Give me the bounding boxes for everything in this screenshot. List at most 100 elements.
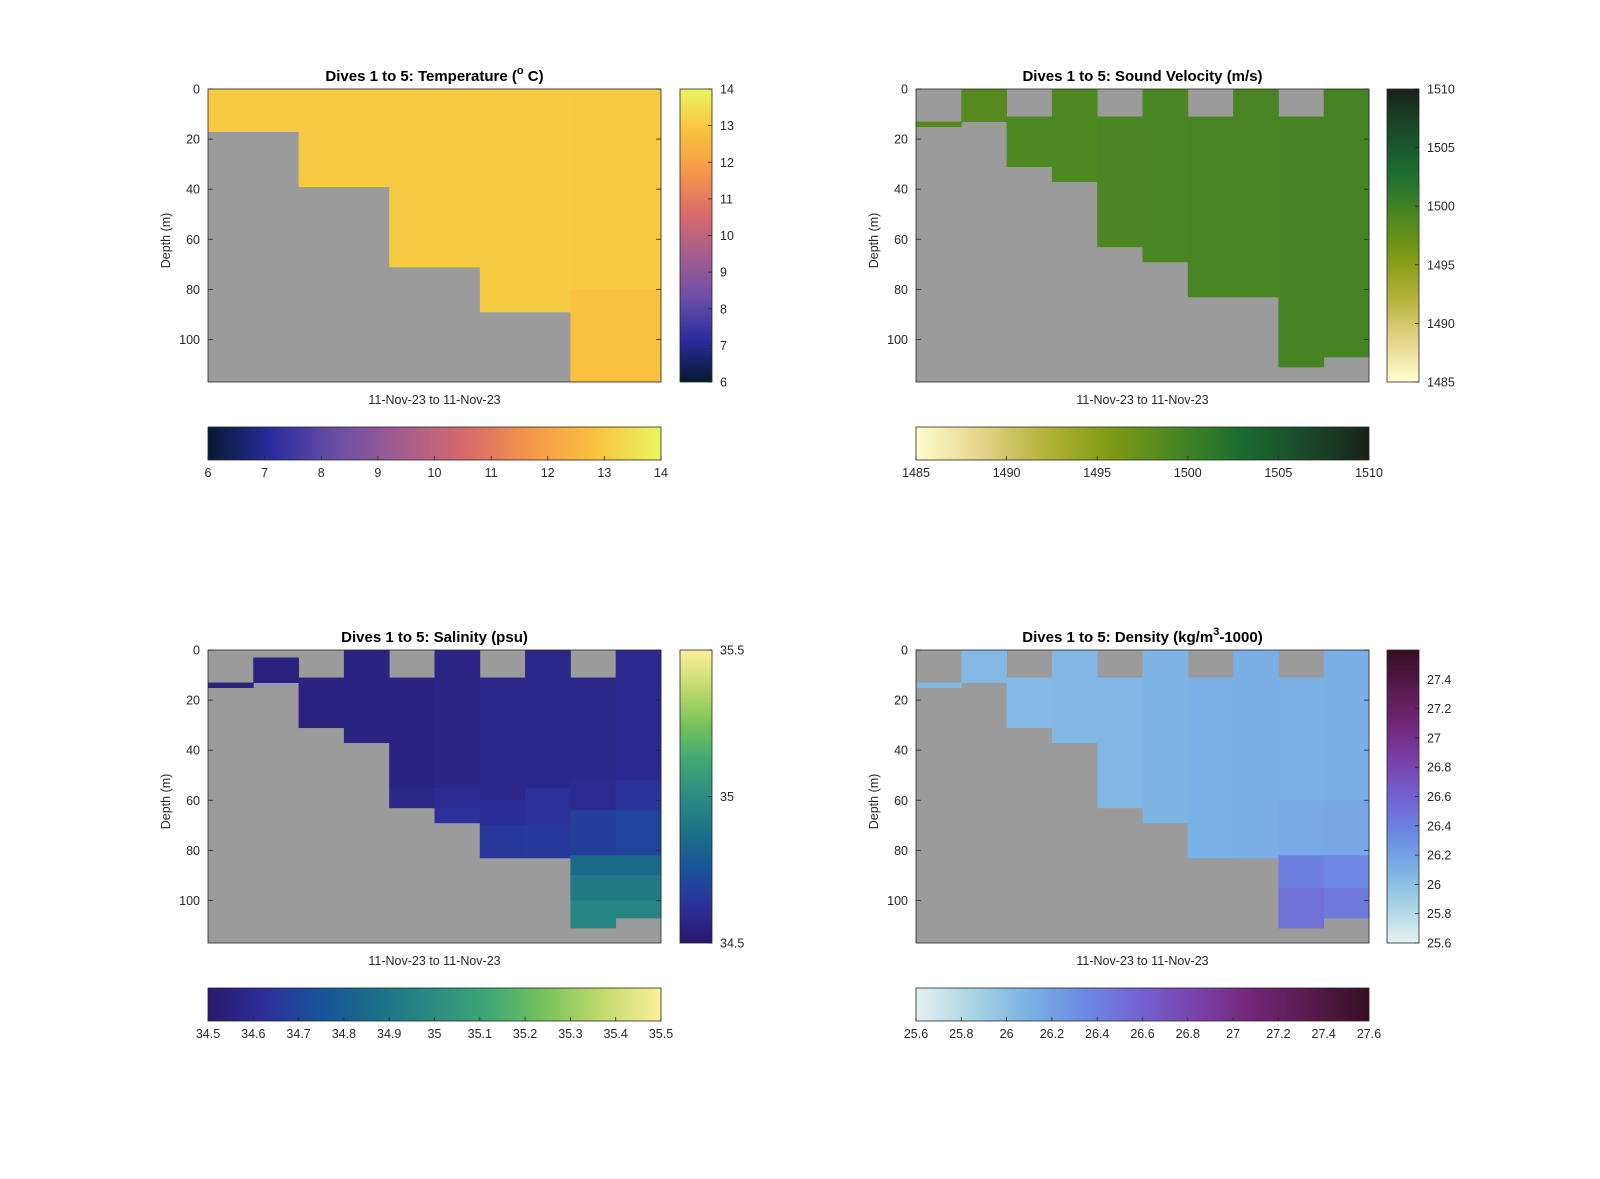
y-tick-label: 0	[193, 83, 200, 97]
heatmap-cell	[434, 650, 481, 789]
horizontal-colorbar	[207, 987, 662, 1022]
horizontal-colorbar	[207, 426, 662, 461]
chart-title-text: Dives 1 to 5: Salinity (psu)	[341, 629, 528, 646]
heatmap-cell	[961, 650, 1007, 683]
y-tick-label: 20	[894, 133, 908, 147]
vertical-colorbar-tick-label: 25.6	[1427, 937, 1451, 951]
horizontal-colorbar	[915, 426, 1370, 461]
vertical-colorbar	[679, 649, 713, 944]
heatmap-cell	[570, 810, 617, 856]
horizontal-colorbar-tick-label: 1510	[1355, 466, 1383, 480]
horizontal-colorbar-tick-label: 11	[485, 466, 498, 480]
y-axis-label: Depth (m)	[867, 213, 881, 269]
horizontal-colorbar-tick-label: 26.8	[1176, 1027, 1200, 1041]
vertical-colorbar-tick-label: 14	[720, 83, 734, 97]
chart-title: Dives 1 to 5: Temperature (o C)	[325, 65, 543, 85]
horizontal-colorbar-tick-label: 34.5	[196, 1027, 220, 1041]
vertical-colorbar-tick-label: 35	[720, 790, 734, 804]
horizontal-colorbar-tick-label: 26.4	[1085, 1027, 1109, 1041]
horizontal-colorbar-tick-label: 1500	[1174, 466, 1202, 480]
horizontal-colorbar-tick-label: 27.6	[1357, 1027, 1381, 1041]
heatmap-cell	[1278, 677, 1325, 801]
heatmap-cell	[389, 677, 435, 789]
chart-title: Dives 1 to 5: Sound Velocity (m/s)	[1022, 68, 1262, 85]
heatmap-cell	[525, 650, 571, 789]
chart-title: Dives 1 to 5: Density (kg/m3-1000)	[1022, 626, 1262, 646]
vertical-colorbar-tick-label: 26.2	[1427, 849, 1451, 863]
y-tick-label: 60	[186, 794, 200, 808]
horizontal-colorbar-tick-label: 1505	[1264, 466, 1292, 480]
heatmap-cell	[253, 657, 299, 683]
heatmap-cell	[343, 650, 390, 744]
vertical-colorbar-tick-label: 1505	[1427, 141, 1455, 155]
chart-panel-4: 0 20 40 60 80 100 Depth (m) 11-Nov-23 to 11-Nov…	[867, 626, 1451, 1041]
heatmap-cell	[479, 825, 526, 859]
heatmap-cell	[1323, 650, 1370, 801]
horizontal-colorbar-tick-label: 26	[1000, 1027, 1014, 1041]
heatmap-cell	[1051, 650, 1098, 744]
vertical-colorbar-tick-label: 27	[1427, 731, 1441, 745]
chart-title-text-end: C)	[524, 68, 544, 85]
horizontal-colorbar	[915, 987, 1370, 1022]
heatmap-cell	[434, 807, 481, 824]
horizontal-colorbar-tick-label: 9	[374, 466, 381, 480]
heatmap-cell	[1323, 855, 1370, 889]
chart-title-text: Dives 1 to 5: Temperature (	[325, 68, 516, 85]
heatmap-cell	[479, 89, 571, 313]
heatmap-cell	[525, 825, 571, 859]
chart-title-text: Dives 1 to 5: Density (kg/m	[1022, 629, 1213, 646]
horizontal-colorbar-tick-label: 35.1	[468, 1027, 492, 1041]
horizontal-colorbar-tick-label: 27	[1226, 1027, 1240, 1041]
heatmap-cell	[525, 787, 571, 826]
plot-frame	[207, 88, 662, 383]
heatmap-cell	[570, 89, 662, 290]
y-axis-label: Depth (m)	[159, 774, 173, 830]
vertical-colorbar-tick-label: 34.5	[720, 937, 744, 951]
horizontal-colorbar-tick-label: 27.4	[1312, 1027, 1336, 1041]
heatmap-cell	[434, 787, 481, 809]
plot-frame	[207, 649, 662, 944]
vertical-colorbar-tick-label: 35.5	[720, 644, 744, 658]
horizontal-colorbar-tick-label: 35.2	[513, 1027, 537, 1041]
horizontal-colorbar-tick-label: 1495	[1083, 466, 1111, 480]
heatmap-cell	[570, 677, 617, 781]
heatmap-cell	[208, 682, 254, 688]
heatmap-cell	[208, 89, 299, 132]
horizontal-colorbar-tick-label: 26.2	[1040, 1027, 1064, 1041]
y-tick-label: 100	[179, 894, 200, 908]
heatmap-cell	[916, 121, 962, 127]
y-tick-label: 0	[901, 644, 908, 658]
horizontal-colorbar-tick-label: 10	[428, 466, 442, 480]
heatmap-cell	[1187, 116, 1234, 298]
horizontal-colorbar-tick-label: 35.3	[558, 1027, 582, 1041]
x-axis-label: 11-Nov-23 to 11-Nov-23	[1076, 393, 1208, 407]
horizontal-colorbar-tick-label: 13	[597, 466, 611, 480]
horizontal-colorbar-tick-label: 35.4	[604, 1027, 628, 1041]
vertical-colorbar	[1386, 88, 1420, 383]
y-tick-label: 80	[186, 844, 200, 858]
heatmap-cell	[1097, 677, 1143, 809]
y-tick-label: 60	[186, 233, 200, 247]
heatmap-cell	[1006, 116, 1053, 168]
horizontal-colorbar-tick-label: 34.7	[286, 1027, 310, 1041]
horizontal-colorbar-tick-label: 27.2	[1266, 1027, 1290, 1041]
vertical-colorbar-tick-label: 25.8	[1427, 907, 1451, 921]
vertical-colorbar-tick-label: 26.4	[1427, 819, 1451, 833]
horizontal-colorbar-tick-label: 7	[261, 466, 268, 480]
y-tick-label: 40	[894, 183, 908, 197]
horizontal-colorbar-tick-label: 12	[541, 466, 555, 480]
chart-title-text-end: -1000)	[1219, 629, 1262, 646]
heatmap-cell	[615, 650, 662, 781]
horizontal-colorbar-tick-label: 1490	[993, 466, 1021, 480]
y-tick-label: 40	[894, 744, 908, 758]
heatmap-cell	[1278, 855, 1325, 889]
chart-title-text: Dives 1 to 5: Sound Velocity (m/s)	[1022, 68, 1262, 85]
y-axis-label: Depth (m)	[159, 213, 173, 269]
horizontal-colorbar-tick-label: 25.6	[904, 1027, 928, 1041]
y-tick-label: 20	[186, 133, 200, 147]
y-tick-label: 0	[193, 644, 200, 658]
chart-panel-1: 0 20 40 60 80 100 Depth (m) 11-Nov-23 to 11-Nov…	[159, 65, 734, 480]
heatmap-cell	[389, 89, 481, 268]
x-axis-label: 11-Nov-23 to 11-Nov-23	[368, 393, 500, 407]
